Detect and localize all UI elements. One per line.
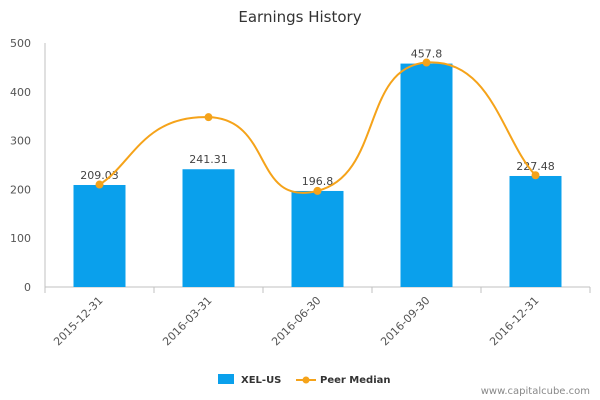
y-tick-label: 0 (24, 281, 31, 294)
legend-swatch-peer-median-dot (302, 376, 310, 384)
y-tick-label: 300 (10, 135, 31, 148)
bar-data-label: 457.8 (411, 48, 443, 61)
x-tick-label: 2015-12-31 (51, 294, 105, 348)
peer-median-line (98, 61, 537, 194)
line-series (95, 58, 540, 195)
bar (182, 169, 235, 287)
peer-median-point (422, 58, 431, 67)
peer-median-point (95, 180, 104, 189)
bar (291, 190, 344, 287)
y-tick-label: 400 (10, 86, 31, 99)
bar-data-label: 209.03 (80, 169, 119, 182)
y-tick-label: 500 (10, 37, 31, 50)
bar-data-label: 227.48 (516, 160, 555, 173)
peer-median-point (313, 186, 322, 195)
y-axis: 0 100 200 300 400 500 (10, 37, 46, 294)
legend-swatch-xel-us (218, 374, 234, 384)
chart-title: Earnings History (238, 8, 361, 26)
x-tick-label: 2016-06-30 (269, 294, 323, 348)
bar-series (73, 63, 562, 288)
bar (509, 175, 562, 287)
x-axis: 2015-12-31 2016-03-31 2016-06-30 2016-09-30… (44, 286, 591, 348)
y-tick-label: 100 (10, 232, 31, 245)
bar (73, 184, 126, 287)
legend-label-peer-median: Peer Median (320, 375, 391, 386)
bar-data-labels: 209.03 241.31 196.8 457.8 227.48 (80, 48, 555, 188)
credit-text: www.capitalcube.com (481, 386, 590, 397)
peer-median-point (531, 171, 540, 180)
legend: XEL-US Peer Median (218, 374, 391, 386)
bar-data-label: 196.8 (302, 175, 334, 188)
legend-label-xel-us: XEL-US (241, 375, 281, 386)
y-tick-label: 200 (10, 183, 31, 196)
bar-data-label: 241.31 (189, 153, 228, 166)
x-tick-label: 2016-03-31 (160, 294, 214, 348)
x-tick-label: 2016-12-31 (487, 294, 541, 348)
bar (400, 63, 453, 288)
peer-median-point (204, 113, 213, 122)
x-tick-label: 2016-09-30 (378, 294, 432, 348)
